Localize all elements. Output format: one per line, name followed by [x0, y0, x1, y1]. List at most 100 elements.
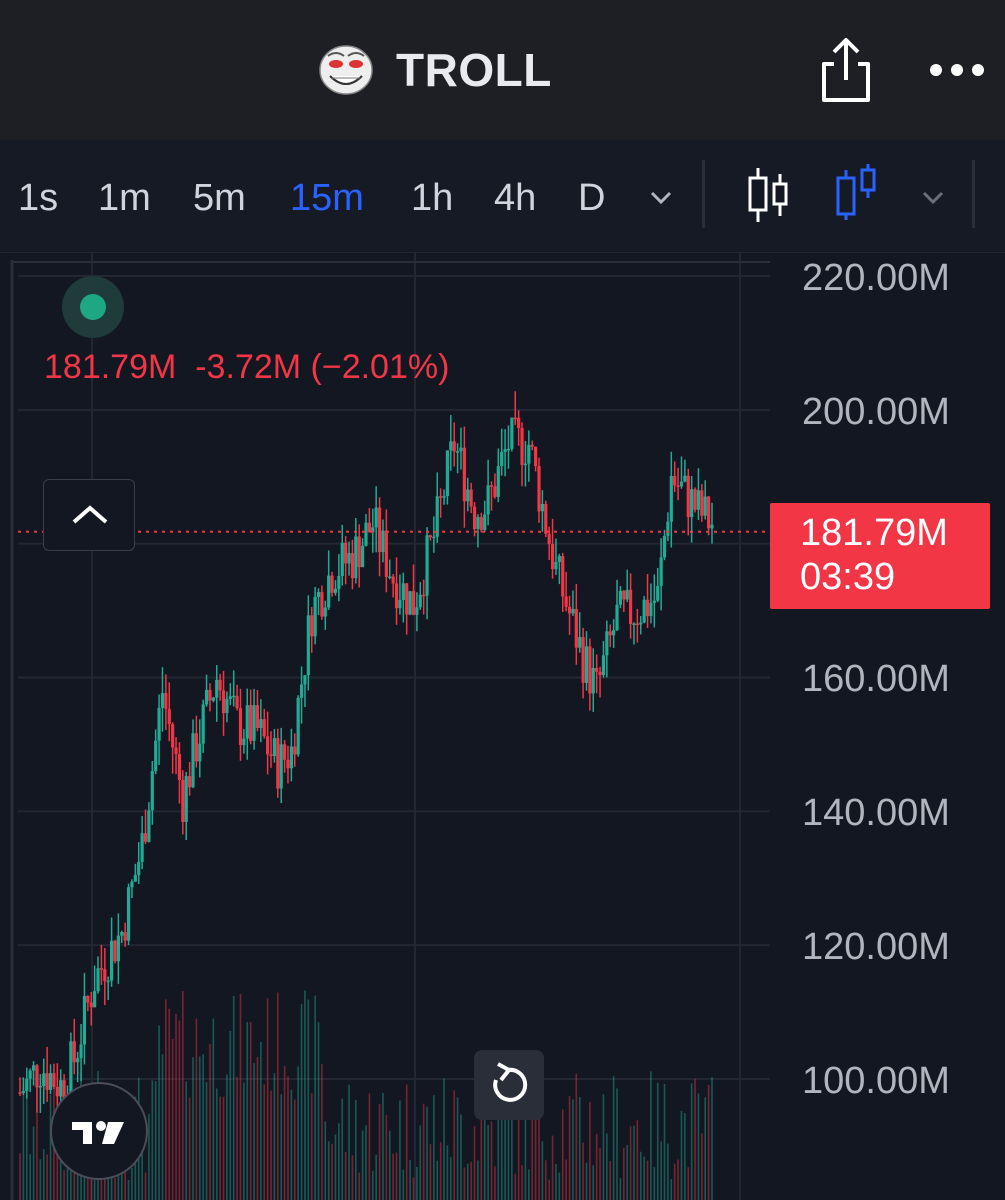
timeframe-5m[interactable]: 5m: [193, 177, 246, 219]
timeframe-4h[interactable]: 4h: [494, 177, 537, 219]
volume-bar: [260, 1042, 262, 1200]
volume-bar: [154, 1081, 157, 1200]
candle-body: [221, 690, 226, 714]
candle-body: [459, 447, 463, 452]
volume-bar: [209, 1043, 211, 1200]
volume-bar: [290, 1089, 293, 1200]
volume-bar: [456, 1097, 459, 1200]
candle-body: [676, 485, 680, 487]
volume-bar: [531, 1090, 534, 1200]
timeframe-1h[interactable]: 1h: [411, 177, 454, 219]
candle-body: [242, 738, 246, 746]
candle-body: [293, 746, 297, 755]
candle-body: [215, 679, 219, 698]
collapse-legend-button[interactable]: [43, 479, 135, 551]
candle-body: [710, 524, 714, 529]
candle-body: [449, 441, 453, 451]
volume-bar: [416, 1166, 418, 1200]
candle-body: [337, 576, 341, 589]
candle-body: [493, 486, 497, 497]
candle-body: [255, 705, 260, 729]
candle-body: [143, 833, 148, 842]
candle-body: [612, 630, 616, 636]
candle-body: [625, 589, 629, 600]
volume-bar: [616, 1088, 618, 1200]
ohlc-legend: 181.79M -3.72M (−2.01%): [44, 348, 449, 387]
candle-body: [89, 1002, 93, 1008]
candle-body: [204, 689, 209, 705]
candle-body: [462, 447, 466, 502]
volume-bar: [507, 1102, 510, 1200]
candle-body: [652, 600, 656, 603]
volume-bar: [165, 999, 167, 1200]
timeframe-1m[interactable]: 1m: [98, 177, 151, 219]
candle-body: [45, 1073, 49, 1090]
candle-body: [503, 449, 507, 452]
candle-body: [225, 698, 229, 714]
volume-bar: [246, 1022, 249, 1200]
volume-bar: [297, 1066, 299, 1200]
candle-body: [591, 667, 595, 694]
candle-body: [506, 448, 511, 451]
share-icon[interactable]: [818, 36, 874, 104]
tradingview-logo[interactable]: [50, 1082, 148, 1180]
candle-body: [181, 779, 185, 822]
timeframe-1s[interactable]: 1s: [18, 177, 59, 219]
candle-body: [364, 522, 368, 546]
volume-bar: [697, 1093, 700, 1200]
volume-bar: [171, 1038, 174, 1200]
y-axis-tick: 120.00M: [802, 926, 950, 968]
chevron-down-icon[interactable]: [646, 182, 676, 212]
candle-body: [28, 1070, 32, 1079]
candle-body: [194, 733, 198, 762]
volume-bar: [212, 1018, 215, 1200]
reset-chart-button[interactable]: [474, 1050, 544, 1120]
candle-body: [700, 490, 704, 516]
timeframe-15m[interactable]: 15m: [290, 177, 364, 219]
volume-bar: [680, 1110, 683, 1200]
hollow-candle-icon[interactable]: [832, 164, 884, 226]
candle-body: [377, 507, 382, 553]
candle-body: [707, 496, 711, 529]
volume-bar: [127, 1179, 130, 1200]
volume-bar: [653, 1167, 656, 1200]
volume-bar: [219, 1096, 221, 1200]
volume-bar: [585, 1162, 588, 1200]
candle-body: [262, 719, 266, 737]
volume-bar: [565, 1159, 567, 1200]
volume-bar: [310, 1093, 313, 1200]
candle-body: [35, 1065, 39, 1088]
candle-body: [632, 623, 636, 625]
volume-bar: [378, 1104, 381, 1200]
chart-grid: [10, 252, 770, 1200]
volume-bar: [39, 1159, 42, 1200]
candle-body: [479, 517, 483, 530]
more-dots-icon[interactable]: [926, 56, 988, 84]
volume-bar: [178, 1020, 181, 1200]
volume-bar: [338, 1123, 340, 1200]
volume-bar: [443, 1078, 445, 1200]
volume-bar: [626, 1145, 628, 1200]
candlestick-icon[interactable]: [744, 164, 796, 226]
chevron-down-icon[interactable]: [918, 182, 948, 212]
volume-bar: [578, 1097, 581, 1200]
volume-bar: [663, 1083, 666, 1200]
volume-bar: [528, 1169, 530, 1200]
candle-body: [483, 514, 487, 530]
candle-body: [686, 475, 690, 518]
volume-bar: [460, 1114, 462, 1200]
candle-body: [615, 604, 619, 631]
candle-body: [249, 705, 253, 741]
candle-body: [662, 535, 667, 558]
volume-bar: [280, 1094, 282, 1200]
volume-bar: [599, 1147, 601, 1200]
candle-body: [635, 623, 639, 625]
volume-bar: [711, 1077, 713, 1200]
candle-body: [286, 759, 290, 769]
symbol-title[interactable]: TROLL: [318, 40, 552, 100]
volume-bar: [76, 1165, 79, 1200]
candle-body: [608, 631, 612, 636]
timeframe-D[interactable]: D: [578, 177, 606, 219]
candle-body: [303, 675, 307, 685]
candle-body: [673, 476, 677, 486]
